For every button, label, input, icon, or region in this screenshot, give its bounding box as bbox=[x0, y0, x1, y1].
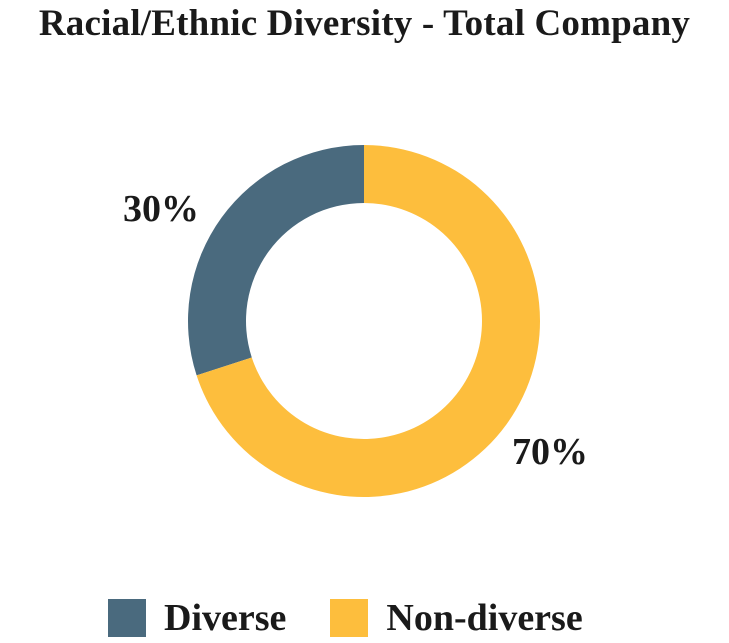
legend-label-diverse: Diverse bbox=[164, 597, 287, 639]
chart-title: Racial/Ethnic Diversity - Total Company bbox=[38, 3, 691, 44]
legend: Diverse Non-diverse bbox=[108, 596, 627, 640]
legend-item-non-diverse: Non-diverse bbox=[330, 596, 583, 640]
slice-label-diverse: 30% bbox=[123, 188, 199, 230]
legend-item-diverse: Diverse bbox=[108, 596, 286, 640]
slice-non-diverse bbox=[196, 145, 540, 498]
legend-swatch-diverse bbox=[108, 599, 146, 637]
legend-swatch-non-diverse bbox=[330, 599, 369, 637]
slice-diverse bbox=[188, 145, 364, 376]
slice-label-non-diverse: 70% bbox=[512, 431, 588, 473]
legend-label-non-diverse: Non-diverse bbox=[386, 597, 583, 639]
